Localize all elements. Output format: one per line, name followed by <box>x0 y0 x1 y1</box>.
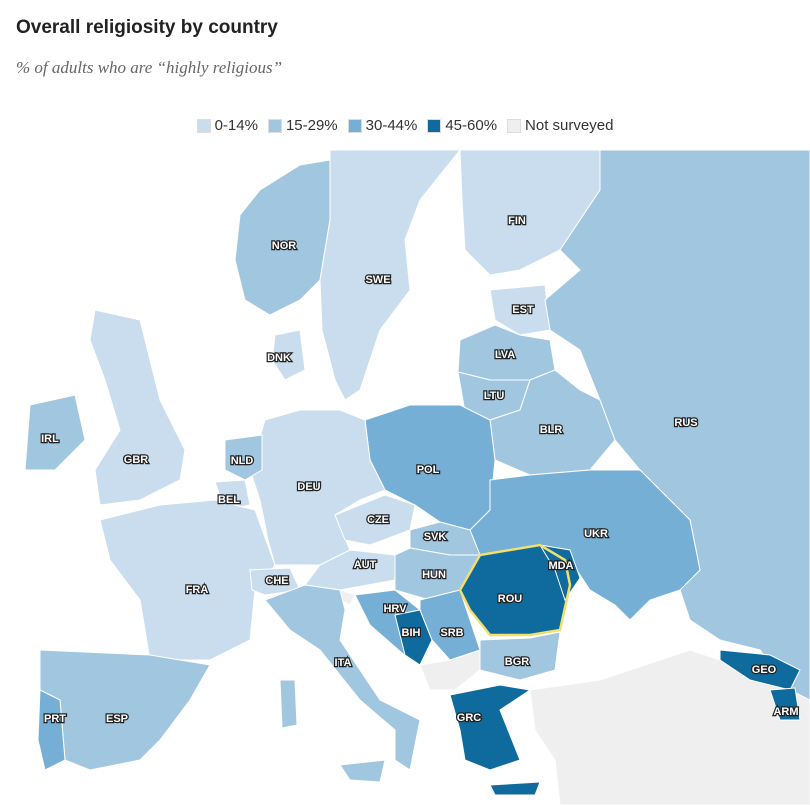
title: Overall religiosity by country <box>16 17 278 38</box>
country-label: LVA <box>495 349 515 361</box>
country <box>394 609 433 666</box>
legend-item: 15-29% <box>267 117 338 134</box>
country-label: GBR <box>124 454 149 466</box>
country <box>319 149 462 401</box>
country <box>449 684 541 796</box>
country-label: DEU <box>297 481 320 493</box>
country-label: ESP <box>106 713 128 725</box>
legend-swatch <box>427 118 442 133</box>
legend-swatch <box>507 118 522 133</box>
country <box>769 687 801 721</box>
country <box>249 567 301 596</box>
country-label: NLD <box>231 455 254 467</box>
country-label: ROU <box>498 593 523 605</box>
country <box>489 284 551 336</box>
country-label: CHE <box>265 575 288 587</box>
legend-swatch <box>196 118 211 133</box>
country <box>39 649 211 771</box>
country <box>24 394 86 471</box>
legend-label: 45-60% <box>445 117 498 134</box>
legend: 0-14% 15-29% 30-44% 45-60% Not surveyed <box>0 117 810 134</box>
legend-label: Not surveyed <box>525 117 614 134</box>
country-label: GEO <box>752 664 777 676</box>
country-label: PRT <box>44 713 66 725</box>
country-label: FRA <box>186 584 209 596</box>
country <box>264 584 421 783</box>
country-label: NOR <box>272 240 297 252</box>
country-label: POL <box>417 464 440 476</box>
countries <box>24 149 810 796</box>
country-label: BGR <box>505 656 530 668</box>
legend-item: 30-44% <box>347 117 418 134</box>
country <box>479 631 561 681</box>
legend-label: 0-14% <box>214 117 258 134</box>
country-label: ITA <box>335 657 352 669</box>
legend-swatch <box>267 118 282 133</box>
country-label: LTU <box>484 390 505 402</box>
country-label: FIN <box>508 215 526 227</box>
unsurveyed-land <box>339 589 810 805</box>
country-label: SVK <box>424 531 447 543</box>
country-label: RUS <box>674 417 697 429</box>
country-label: BEL <box>218 494 240 506</box>
country-label: DNK <box>267 352 291 364</box>
country-label: SWE <box>365 274 390 286</box>
country-label: CZE <box>367 514 389 526</box>
country-label: HRV <box>383 603 407 615</box>
country-label: BIH <box>402 627 421 639</box>
country-label: SRB <box>440 627 463 639</box>
country <box>271 329 306 381</box>
country-label: GRC <box>457 712 482 724</box>
legend-label: 30-44% <box>365 117 418 134</box>
country-label: MDA <box>548 560 573 572</box>
country <box>224 434 263 481</box>
country-labels: NOR SWE FIN EST LVA LTU BLR RUS POL UKR DEU DNK NLD B… <box>40 214 800 727</box>
country-label: HUN <box>422 569 446 581</box>
country-label: EST <box>512 304 534 316</box>
subtitle: % of adults who are “highly religious” <box>16 58 283 77</box>
country <box>234 159 331 316</box>
country <box>99 499 276 661</box>
legend-label: 15-29% <box>285 117 338 134</box>
country-label: AUT <box>354 559 377 571</box>
country-label: BLR <box>540 424 563 436</box>
legend-item: 0-14% <box>196 117 258 134</box>
country-label: IRL <box>41 433 59 445</box>
country <box>37 689 66 771</box>
legend-item: 45-60% <box>427 117 497 134</box>
country-label: ARM <box>773 706 798 718</box>
country-label: UKR <box>584 528 608 540</box>
legend-item: Not surveyed <box>507 117 613 134</box>
country <box>89 309 186 506</box>
legend-swatch <box>347 118 362 133</box>
highlight-outline <box>458 543 572 637</box>
